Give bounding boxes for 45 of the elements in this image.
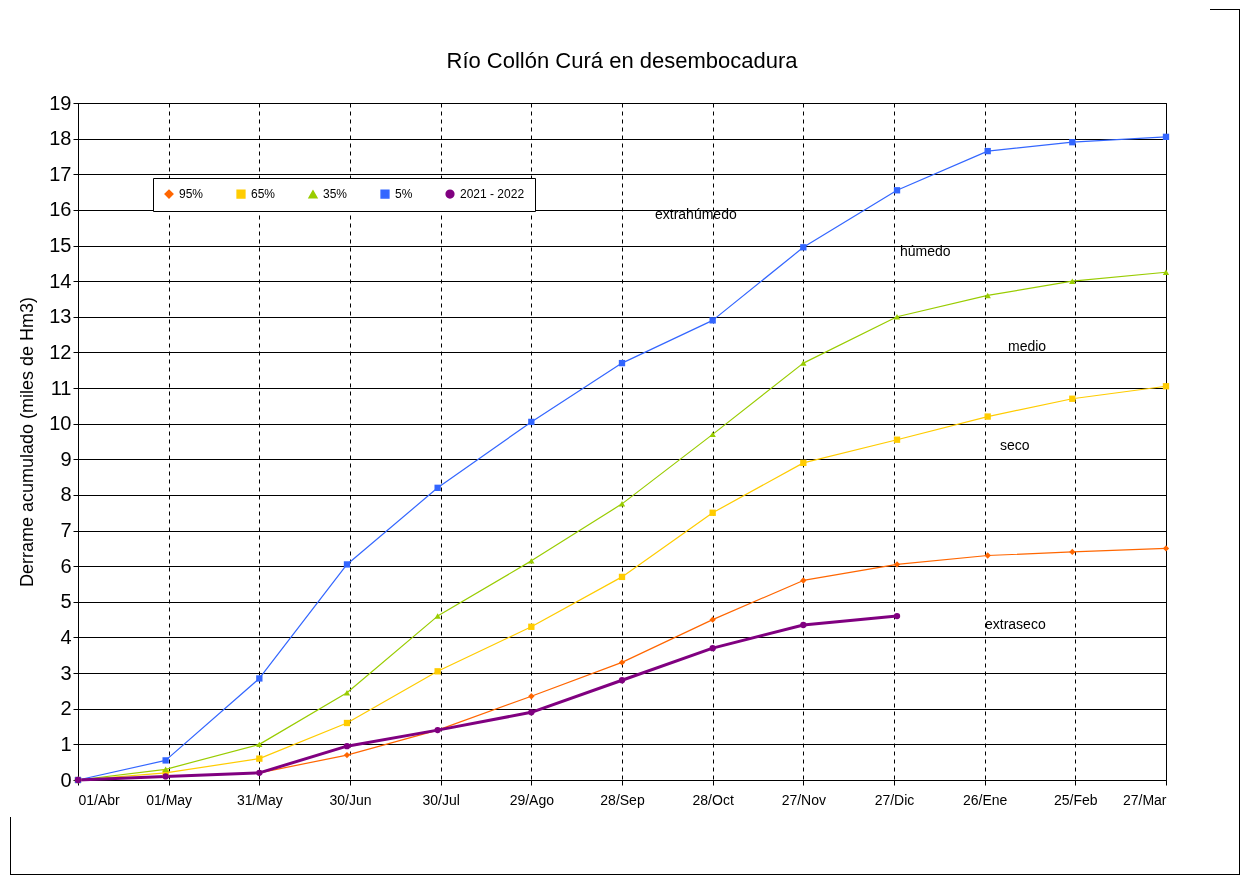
x-tick-label: 25/Feb xyxy=(1054,791,1098,808)
y-tick-label: 9 xyxy=(60,447,72,470)
annotation: medio xyxy=(1008,338,1047,354)
x-tick-label: 29/Ago xyxy=(509,791,555,808)
annotation: húmedo xyxy=(900,243,951,259)
legend-label: 5% xyxy=(395,187,413,202)
y-tick-label: 0 xyxy=(60,768,72,791)
x-tick-label: 30/Jun xyxy=(329,791,372,808)
y-tick-label: 4 xyxy=(60,625,72,648)
x-tick-label: 01/May xyxy=(146,791,193,808)
y-tick-label: 11 xyxy=(50,376,72,399)
annotation: extraseco xyxy=(985,616,1046,632)
y-tick-label: 15 xyxy=(49,234,72,257)
legend-label: 95% xyxy=(179,187,204,202)
annotation: seco xyxy=(1000,437,1030,453)
chart-title: Río Collón Curá en desembocadura xyxy=(446,48,799,73)
x-tick-label: 28/Sep xyxy=(600,791,645,808)
y-tick-label: 3 xyxy=(60,661,72,684)
y-tick-label: 8 xyxy=(60,483,72,506)
legend-label: 35% xyxy=(323,187,348,202)
x-tick-label: 26/Ene xyxy=(962,791,1008,808)
x-tick-label: 30/Jul xyxy=(422,791,460,808)
y-tick-label: 5 xyxy=(60,590,72,613)
y-tick-label: 14 xyxy=(49,269,72,292)
y-tick-label: 13 xyxy=(49,305,72,328)
x-tick-label: 27/Mar xyxy=(1122,791,1167,808)
x-tick-label: 27/Dic xyxy=(874,791,915,808)
y-tick-label: 17 xyxy=(49,162,72,185)
y-tick-label: 2 xyxy=(60,697,72,720)
y-tick-label: 12 xyxy=(49,340,72,363)
legend-label: 65% xyxy=(251,187,276,202)
x-tick-label: 27/Nov xyxy=(781,791,827,808)
legend-label: 2021 - 2022 xyxy=(460,187,525,202)
y-axis-title: Derrame acumulado (miles de Hm3) xyxy=(17,296,38,588)
annotation: extrahúmedo xyxy=(655,206,737,222)
x-tick-label: 28/Oct xyxy=(692,791,734,808)
y-tick-label: 10 xyxy=(49,412,72,435)
y-tick-label: 19 xyxy=(49,91,72,114)
y-tick-label: 1 xyxy=(60,732,72,755)
y-tick-label: 6 xyxy=(60,554,72,577)
x-tick-label: 31/May xyxy=(236,791,283,808)
x-tick-label: 01/Abr xyxy=(78,791,121,808)
y-tick-label: 7 xyxy=(60,519,72,542)
y-tick-label: 18 xyxy=(49,127,72,150)
y-tick-label: 16 xyxy=(49,198,72,221)
